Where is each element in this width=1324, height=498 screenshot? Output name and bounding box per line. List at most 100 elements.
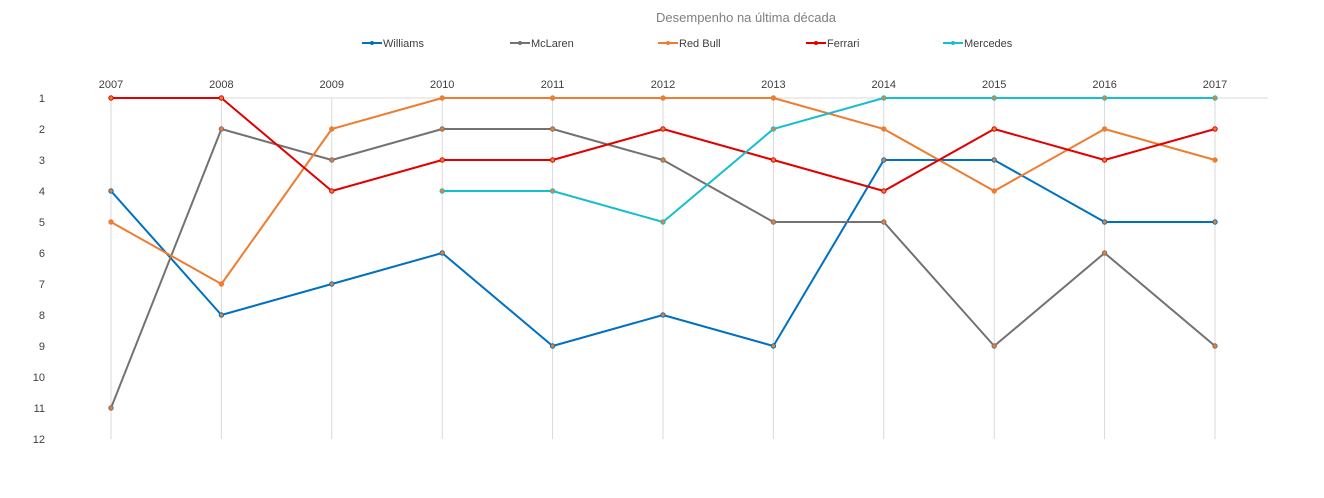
x-tick-label: 2010 — [430, 79, 454, 91]
data-point — [549, 126, 556, 132]
y-tick-label: 6 — [39, 248, 45, 260]
y-tick-label: 7 — [39, 279, 45, 291]
data-point — [108, 405, 114, 411]
legend-label: Mercedes — [964, 38, 1013, 50]
series-lines — [108, 95, 1218, 411]
data-point — [991, 343, 997, 349]
data-point — [549, 95, 556, 101]
gridlines — [110, 97, 1268, 439]
data-point — [1212, 126, 1218, 132]
y-tick-label: 3 — [39, 155, 45, 167]
data-point — [770, 219, 777, 225]
x-tick-label: 2017 — [1203, 79, 1227, 91]
data-point — [108, 219, 114, 225]
data-point — [1212, 219, 1218, 225]
legend-marker — [518, 41, 522, 45]
legend-label: Ferrari — [827, 38, 859, 50]
data-point — [218, 126, 225, 132]
data-point — [660, 95, 666, 101]
legend-label: Williams — [383, 38, 424, 50]
series-red-bull — [108, 95, 1218, 287]
x-tick-label: 2012 — [651, 79, 675, 91]
x-tick-label: 2015 — [982, 79, 1006, 91]
data-point — [329, 188, 335, 194]
legend: Williams McLaren Red Bull Ferrari Mercedes — [362, 38, 1013, 50]
x-axis: 2007 2008 2009 2010 2011 2012 2013 2014 2015 2016… — [99, 79, 1227, 91]
x-tick-label: 2011 — [541, 79, 565, 91]
legend-item: McLaren — [510, 38, 574, 50]
y-tick-label: 8 — [39, 310, 45, 322]
y-tick-label: 5 — [39, 217, 45, 229]
data-point — [549, 343, 556, 349]
data-point — [1101, 95, 1108, 101]
data-point — [660, 219, 666, 225]
legend-label: Red Bull — [679, 38, 721, 50]
data-point — [991, 95, 997, 101]
legend-marker — [666, 41, 670, 45]
data-point — [549, 188, 556, 194]
x-tick-label: 2016 — [1092, 79, 1116, 91]
legend-item: Mercedes — [943, 38, 1013, 50]
x-tick-label: 2009 — [320, 79, 344, 91]
data-point — [991, 188, 997, 194]
x-tick-label: 2014 — [872, 79, 896, 91]
series-mercedes — [439, 95, 1218, 225]
legend-marker — [814, 41, 818, 45]
legend-label: McLaren — [531, 38, 574, 50]
series-ferrari — [108, 95, 1218, 194]
data-point — [881, 157, 887, 163]
legend-marker — [370, 41, 374, 45]
data-point — [660, 157, 666, 163]
data-point — [1212, 95, 1218, 101]
x-tick-label: 2008 — [209, 79, 233, 91]
series-williams — [108, 157, 1218, 349]
data-point — [549, 157, 556, 163]
y-tick-label: 12 — [33, 434, 45, 446]
legend-item: Ferrari — [806, 38, 859, 50]
data-point — [881, 188, 887, 194]
data-point — [1212, 343, 1218, 349]
chart-title: Desempenho na última década — [656, 10, 837, 25]
legend-item: Williams — [362, 38, 424, 50]
data-point — [439, 157, 445, 163]
data-point — [770, 126, 777, 132]
x-tick-label: 2007 — [99, 79, 123, 91]
data-point — [439, 126, 445, 132]
y-tick-label: 2 — [39, 124, 45, 136]
data-point — [1101, 126, 1108, 132]
y-tick-label: 10 — [33, 372, 45, 384]
data-point — [770, 95, 777, 101]
x-tick-label: 2013 — [761, 79, 785, 91]
data-point — [218, 312, 225, 318]
data-point — [991, 157, 997, 163]
y-tick-label: 11 — [34, 403, 45, 415]
data-point — [108, 95, 114, 101]
data-point — [881, 95, 887, 101]
data-point — [991, 126, 997, 132]
y-tick-label: 4 — [39, 186, 45, 198]
data-point — [329, 281, 335, 287]
data-point — [329, 157, 335, 163]
data-point — [1101, 219, 1108, 225]
data-point — [881, 126, 887, 132]
series-mclaren — [108, 126, 1218, 411]
legend-item: Red Bull — [658, 38, 721, 50]
series-line — [442, 97, 1215, 223]
data-point — [439, 188, 445, 194]
data-point — [1101, 250, 1108, 256]
data-point — [770, 343, 777, 349]
data-point — [1101, 157, 1108, 163]
data-point — [218, 281, 225, 287]
y-tick-label: 9 — [39, 341, 45, 353]
data-point — [881, 219, 887, 225]
data-point — [439, 95, 445, 101]
legend-marker — [951, 41, 955, 45]
data-point — [660, 126, 666, 132]
data-point — [439, 250, 445, 256]
data-point — [660, 312, 666, 318]
data-point — [218, 95, 225, 101]
data-point — [770, 157, 777, 163]
